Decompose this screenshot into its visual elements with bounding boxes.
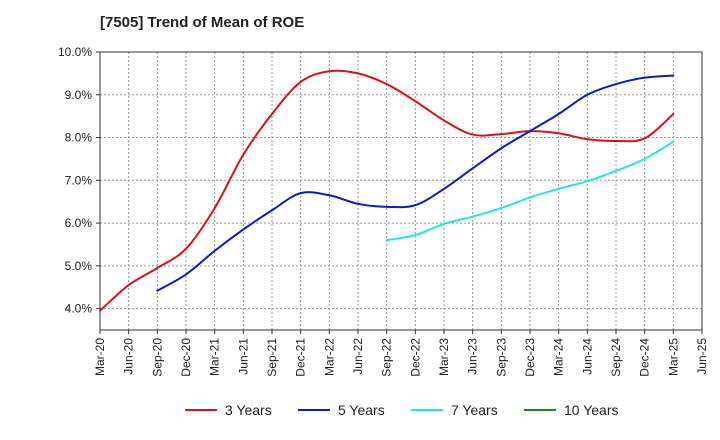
y-tick-label: 7.0% [65,173,93,187]
y-tick-label: 5.0% [65,259,93,273]
legend-swatch [411,409,443,411]
y-tick-label: 9.0% [65,88,93,102]
legend-item-3-years: 3 Years [185,402,272,418]
legend-label: 5 Years [338,402,385,418]
series-line-3-years [99,69,675,312]
y-tick-label: 4.0% [65,302,93,316]
legend-swatch [298,409,330,411]
x-tick-label: Mar-21 [208,338,222,376]
x-tick-label: Sep-24 [609,338,623,377]
axis-ticks [96,51,703,334]
x-tick-label: Sep-21 [265,338,279,377]
legend-item-10-years: 10 Years [524,402,619,418]
x-tick-label: Sep-20 [150,338,164,377]
y-tick-labels: 4.0% 5.0% 6.0% 7.0% 8.0% 9.0% 10.0% [58,45,92,316]
series-line-7-years [385,140,675,242]
legend-label: 10 Years [564,402,619,418]
x-tick-label: Dec-20 [179,338,193,377]
x-tick-label: Mar-20 [93,338,107,376]
x-tick-label: Mar-23 [437,338,451,376]
series-lines [99,69,675,312]
plot-frame [99,51,703,331]
legend-item-7-years: 7 Years [411,402,498,418]
legend-swatch [185,409,217,411]
x-tick-label: Mar-24 [552,338,566,376]
series-line-5-years [156,74,675,292]
y-tick-label: 6.0% [65,216,93,230]
legend-label: 7 Years [451,402,498,418]
x-tick-label: Jun-20 [122,338,136,375]
x-tick-label: Dec-24 [638,338,652,377]
chart-title: [7505] Trend of Mean of ROE [100,14,305,31]
x-tick-label: Jun-22 [351,338,365,375]
legend-item-5-years: 5 Years [298,402,385,418]
x-tick-label: Jun-25 [695,338,709,375]
legend-label: 3 Years [225,402,272,418]
x-tick-label: Jun-23 [466,338,480,375]
x-tick-label: Mar-25 [666,338,680,376]
x-tick-label: Mar-22 [322,338,336,376]
legend-swatch [524,409,556,411]
x-tick-label: Sep-23 [494,338,508,377]
x-tick-label: Jun-24 [580,338,594,375]
legend: 3 Years 5 Years 7 Years 10 Years [0,402,720,426]
x-tick-label: Jun-21 [236,338,250,375]
x-tick-labels: Mar-20 Jun-20 Sep-20 Dec-20 Mar-21 Jun-21 Sep-… [93,338,709,377]
x-tick-label: Dec-23 [523,338,537,377]
y-tick-label: 8.0% [65,131,93,145]
y-tick-label: 10.0% [58,45,92,59]
x-tick-label: Dec-21 [294,338,308,377]
grid-lines [100,51,702,330]
x-tick-label: Dec-22 [408,338,422,377]
x-tick-label: Sep-22 [380,338,394,377]
